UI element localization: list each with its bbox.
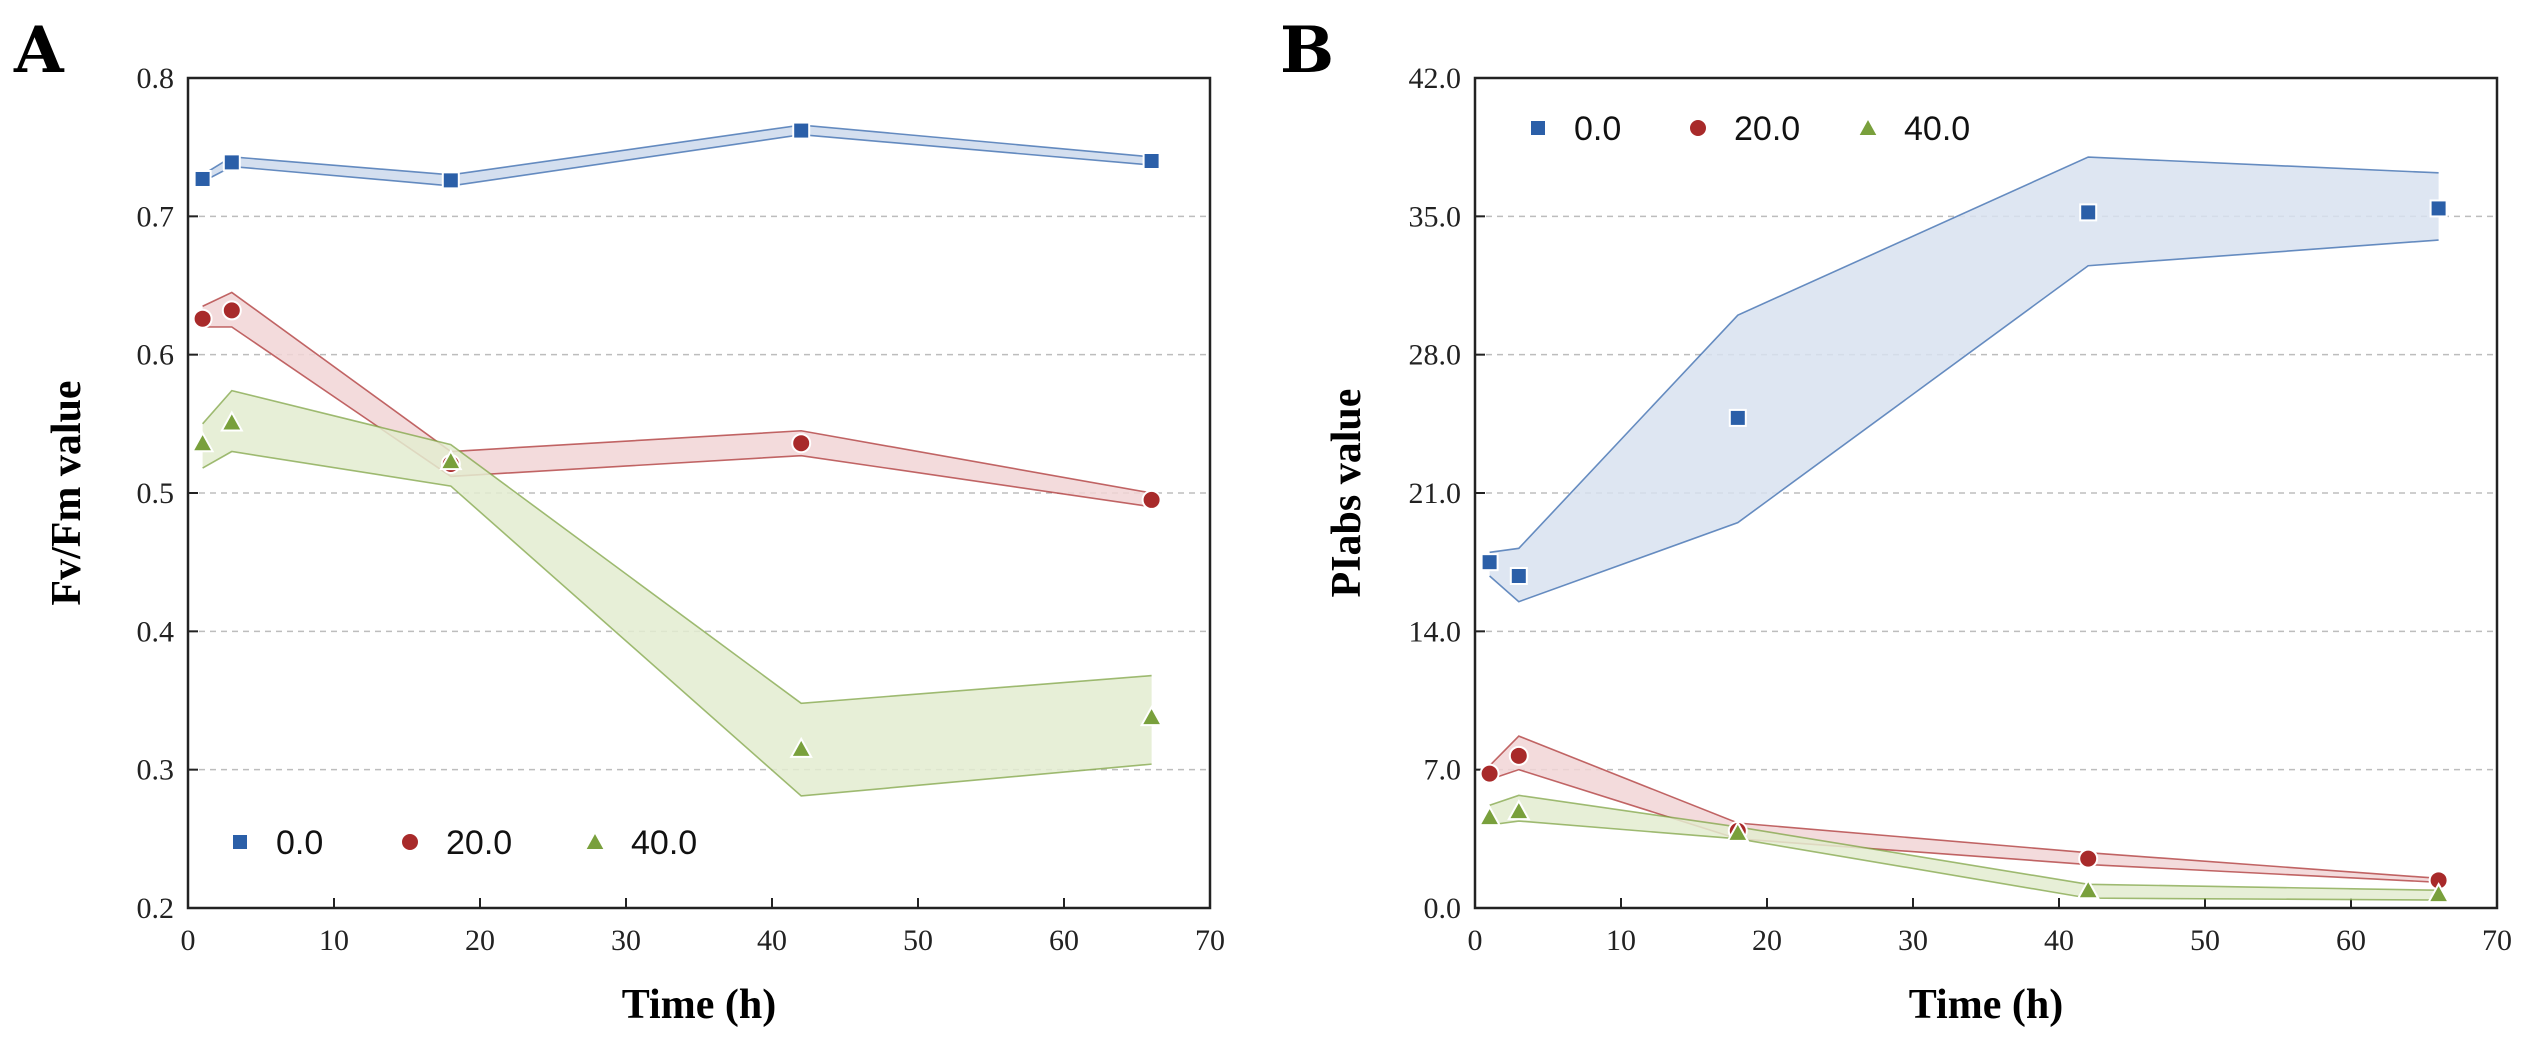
series-40.0-point (220, 410, 244, 432)
series-40.0-band (1489, 795, 2439, 901)
x-axis-label: Time (h) (1909, 982, 2063, 1028)
x-tick-label: 0 (181, 924, 196, 957)
x-tick-label: 30 (611, 924, 641, 957)
series-20.0-point (791, 433, 812, 454)
series-40.0-point (1477, 805, 1502, 827)
y-axis-label: Fv/Fm value (44, 380, 90, 605)
y-axis-label: PIabs value (1324, 389, 1370, 598)
series-0.0-point (792, 121, 811, 140)
x-tick-label: 70 (2482, 924, 2512, 957)
x-tick-label: 10 (319, 924, 349, 957)
series-0.0-lower-line (1489, 239, 2439, 603)
x-tick-label: 40 (2044, 924, 2074, 957)
series-0.0-point (1728, 408, 1747, 427)
x-tick-label: 50 (903, 924, 933, 957)
series-0.0-point (441, 171, 460, 190)
x-tick-label: 50 (2190, 924, 2220, 957)
series-40.0-point (789, 736, 813, 758)
x-tick-label: 60 (1049, 924, 1079, 957)
legend-20.0-marker (1688, 118, 1708, 138)
series-0.0-point (1509, 567, 1528, 585)
series-20.0-point (1141, 489, 1162, 510)
series-40.0-upper-line (201, 389, 1152, 705)
x-tick-label: 60 (2336, 924, 2366, 957)
y-tick-label: 28.0 (1409, 339, 1462, 372)
series-40.0-point (439, 449, 463, 471)
series-20.0-point (192, 308, 213, 329)
x-tick-label: 20 (465, 924, 495, 957)
series-40.0-point (2426, 882, 2451, 904)
y-tick-label: 21.0 (1409, 477, 1462, 510)
plot-frame (186, 76, 1212, 910)
y-tick-label: 0.7 (137, 200, 175, 233)
panel-b-chart: 0.0 7.0 14.0 21.0 28.0 35.0 42.0 0 10 20 30 40 50 60 7… (1324, 62, 2512, 1028)
legend-0.0-marker (1529, 119, 1547, 137)
x-tick-label: 70 (1195, 924, 1225, 957)
panel-a-chart: 0.2 0.3 0.4 0.5 0.6 0.7 0.8 0 10 20 30 40 50 60 70 0.0 2… (44, 62, 1225, 1028)
y-tick-label: 0.5 (137, 477, 175, 510)
y-tick-label: 7.0 (1424, 754, 1462, 787)
legend-40.0-marker (583, 829, 607, 851)
legend-20.0-marker (400, 832, 420, 852)
y-tick-label: 42.0 (1409, 62, 1462, 95)
legend-0.0-marker (231, 833, 249, 851)
series-0.0-band (1489, 157, 2439, 602)
x-tick-label: 20 (1752, 924, 1782, 957)
series-20.0-point (2078, 848, 2099, 869)
y-tick-label: 0.2 (137, 892, 175, 925)
series-20.0-point (1479, 763, 1500, 784)
series-20.0-upper-line (1489, 735, 2439, 880)
series-0.0-band (202, 125, 1152, 186)
series-40.0-point (190, 431, 215, 453)
series-40.0-lower-line (202, 450, 1152, 797)
series-20.0-band (202, 292, 1152, 507)
series-0.0-point (1480, 553, 1499, 572)
legend-40.0-label: 40.0 (1904, 110, 1970, 148)
legend-40.0-marker (1856, 115, 1880, 137)
y-tick-label: 0.8 (137, 62, 175, 95)
panel-b-letter: B (1280, 13, 1334, 88)
series-0.0-point (193, 169, 212, 188)
series-20.0-point (1508, 745, 1529, 766)
y-tick-label: 0.6 (137, 339, 175, 372)
legend-20.0-label: 20.0 (1734, 110, 1800, 148)
series-0.0-upper-line (1489, 156, 2439, 554)
series-40.0-point (1139, 705, 1164, 727)
y-tick-label: 0.3 (137, 754, 175, 787)
series-0.0-point (1142, 152, 1161, 170)
series-0.0-point (222, 153, 241, 172)
x-tick-label: 10 (1606, 924, 1636, 957)
x-tick-label: 0 (1468, 924, 1483, 957)
series-20.0-band (1489, 736, 2439, 883)
x-axis-label: Time (h) (622, 982, 776, 1028)
legend-0.0-label: 0.0 (276, 824, 323, 862)
series-40.0-point (1726, 820, 1750, 842)
series-20.0-point (221, 300, 242, 321)
legend-40.0-label: 40.0 (631, 824, 697, 862)
plot-frame (1473, 76, 2499, 910)
y-tick-label: 14.0 (1409, 615, 1462, 648)
y-tick-label: 35.0 (1409, 200, 1462, 233)
legend-20.0-label: 20.0 (446, 824, 512, 862)
series-40.0-point (1507, 799, 1531, 821)
x-tick-label: 30 (1898, 924, 1928, 957)
panel-a-letter: A (13, 13, 65, 88)
series-0.0-point (2429, 199, 2448, 218)
y-tick-label: 0.4 (137, 615, 175, 648)
x-tick-label: 40 (757, 924, 787, 957)
y-tick-label: 0.0 (1424, 892, 1462, 925)
legend-0.0-label: 0.0 (1574, 110, 1621, 148)
series-40.0-point (2076, 878, 2100, 900)
series-0.0-point (2079, 203, 2098, 222)
